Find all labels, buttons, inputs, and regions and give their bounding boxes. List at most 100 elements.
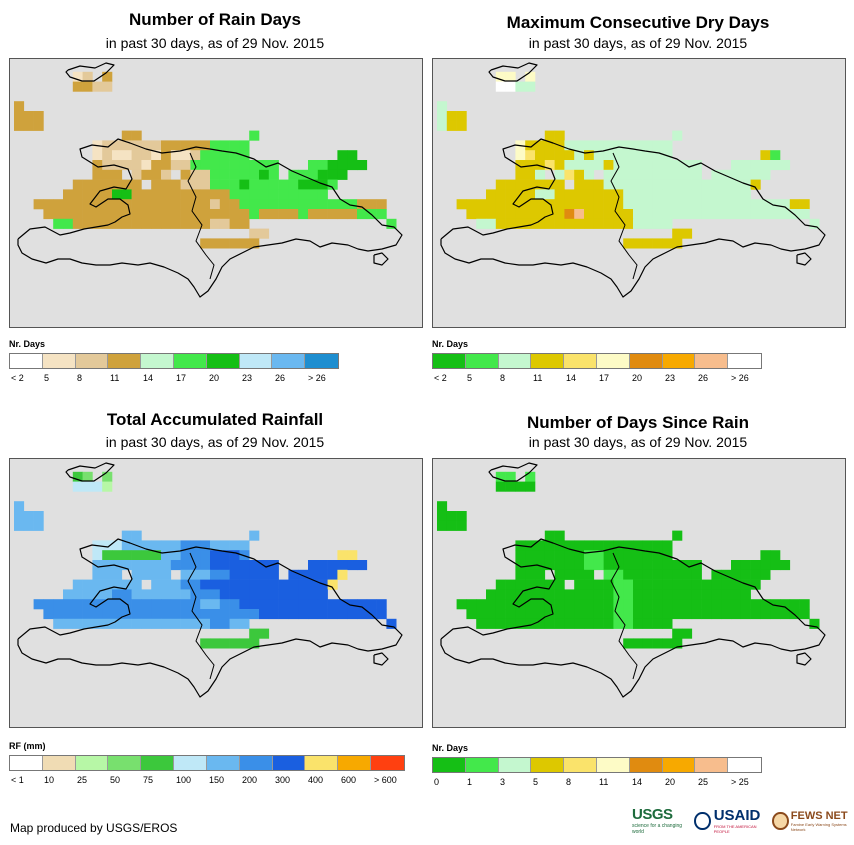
grid-cell xyxy=(229,550,240,561)
grid-cell xyxy=(535,218,546,229)
grid-cell xyxy=(652,618,663,629)
grid-cell xyxy=(525,140,536,151)
grid-cell xyxy=(288,199,299,210)
grid-cell xyxy=(357,599,368,610)
grid-cell xyxy=(239,589,250,600)
grid-cell xyxy=(486,209,497,220)
grid-cell xyxy=(593,189,604,200)
grid-cell xyxy=(456,599,467,610)
grid-cell xyxy=(633,169,644,180)
legend-tick-label: 23 xyxy=(242,373,253,383)
grid-cell xyxy=(809,218,820,229)
grid-cell xyxy=(259,179,270,190)
grid-cell xyxy=(308,160,319,171)
legend-tick-label: 10 xyxy=(44,775,55,785)
grid-cell xyxy=(249,228,260,239)
grid-cell xyxy=(102,481,113,492)
grid-cell xyxy=(672,579,683,590)
grid-cell xyxy=(740,569,751,580)
grid-cell xyxy=(554,179,565,190)
grid-cell xyxy=(210,609,221,620)
grid-cell xyxy=(161,579,172,590)
grid-cell xyxy=(298,179,309,190)
grid-cell xyxy=(642,589,653,600)
grid-cell xyxy=(564,569,575,580)
grid-cell xyxy=(239,638,250,649)
grid-cell xyxy=(298,169,309,180)
grid-cell xyxy=(672,560,683,571)
grid-cell xyxy=(770,199,781,210)
grid-cell xyxy=(446,111,457,122)
grid-cell xyxy=(131,560,142,571)
grid-cell xyxy=(327,209,338,220)
grid-cell xyxy=(780,560,791,571)
legend-swatch xyxy=(10,756,43,770)
grid-cell xyxy=(308,579,319,590)
grid-cell xyxy=(43,199,54,210)
grid-cell xyxy=(268,199,279,210)
grid-cell xyxy=(525,169,536,180)
grid-cell xyxy=(760,209,771,220)
grid-cell xyxy=(229,569,240,580)
grid-cell xyxy=(642,179,653,190)
grid-cell xyxy=(564,599,575,610)
grid-cell xyxy=(151,189,162,200)
grid-cell xyxy=(662,238,673,249)
grid-cell xyxy=(691,199,702,210)
grid-cell xyxy=(53,218,64,229)
grid-cell xyxy=(544,550,555,561)
grid-cell xyxy=(603,209,614,220)
grid-cell xyxy=(672,199,683,210)
grid-cell xyxy=(682,209,693,220)
grid-cell xyxy=(701,209,712,220)
grid-cell xyxy=(799,599,810,610)
legend-tick-label: 1 xyxy=(467,777,473,787)
grid-cell xyxy=(190,618,201,629)
grid-cell xyxy=(593,150,604,161)
grid-cell xyxy=(82,609,93,620)
grid-cell xyxy=(376,199,387,210)
legend-swatch xyxy=(305,354,338,368)
grid-cell xyxy=(308,199,319,210)
grid-cell xyxy=(23,511,34,522)
grid-cell xyxy=(780,609,791,620)
grid-cell xyxy=(102,599,113,610)
grid-cell xyxy=(760,550,771,561)
grid-cell xyxy=(789,599,800,610)
grid-cell xyxy=(652,199,663,210)
grid-cell xyxy=(662,560,673,571)
grid-cell xyxy=(691,169,702,180)
grid-cell xyxy=(259,209,270,220)
grid-cell xyxy=(731,569,742,580)
grid-cell xyxy=(750,609,761,620)
grid-cell xyxy=(131,218,142,229)
grid-cell xyxy=(486,189,497,200)
legend-tick-label: 300 xyxy=(275,775,291,785)
legend-tick-label: 50 xyxy=(110,775,121,785)
grid-cell xyxy=(180,140,191,151)
grid-cell xyxy=(161,589,172,600)
grid-cell xyxy=(525,199,536,210)
grid-cell xyxy=(317,589,328,600)
grid-cell xyxy=(564,150,575,161)
grid-cell xyxy=(161,618,172,629)
grid-cell xyxy=(170,589,181,600)
grid-cell xyxy=(544,540,555,551)
grid-cell xyxy=(593,589,604,600)
grid-cell xyxy=(672,609,683,620)
grid-cell xyxy=(239,199,250,210)
grid-cell xyxy=(210,550,221,561)
grid-cell xyxy=(613,218,624,229)
legend-tick-label: 8 xyxy=(77,373,83,383)
grid-cell xyxy=(505,599,516,610)
grid-cell xyxy=(92,579,103,590)
grid-cell xyxy=(574,150,585,161)
grid-cell xyxy=(161,169,172,180)
grid-cell xyxy=(574,218,585,229)
grid-cell xyxy=(82,199,93,210)
grid-cell xyxy=(121,618,132,629)
grid-cell xyxy=(544,579,555,590)
grid-cell xyxy=(760,160,771,171)
grid-cell xyxy=(190,189,201,200)
grid-cell xyxy=(131,569,142,580)
